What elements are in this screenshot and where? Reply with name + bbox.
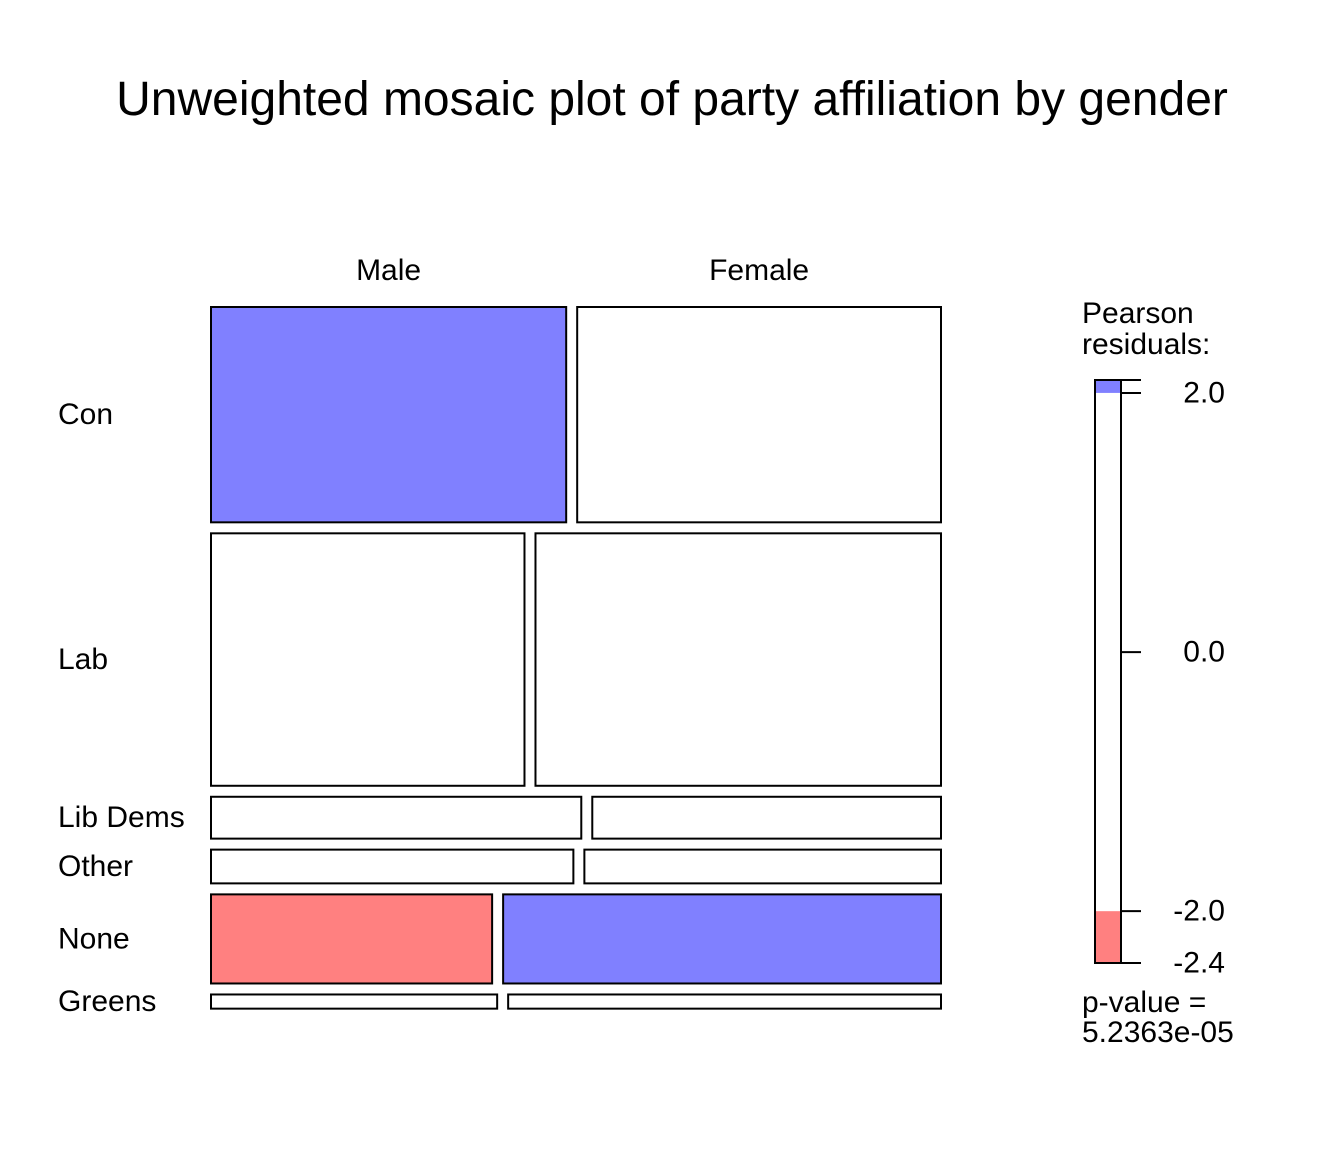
- legend-title-line-1: Pearson: [1082, 297, 1194, 330]
- column-label-male: Male: [356, 254, 421, 287]
- legend-tick-label-4: -2.4: [1173, 947, 1225, 980]
- tile-con-male: [210, 306, 568, 524]
- row-label-none: None: [58, 922, 130, 955]
- legend-bar-frame: [1094, 379, 1122, 964]
- legend-band-2: [1095, 911, 1121, 963]
- tile-other-male: [210, 848, 575, 885]
- column-label-female: Female: [709, 254, 809, 287]
- tile-greens-female: [507, 993, 942, 1010]
- tile-other-female: [583, 848, 942, 885]
- row-label-con: Con: [58, 398, 113, 431]
- column-labels: Male Female: [356, 254, 809, 287]
- p-value-label: p-value =: [1082, 986, 1206, 1019]
- p-value: 5.2363e-05: [1082, 1016, 1234, 1049]
- row-label-other: Other: [58, 850, 133, 883]
- tile-none-female: [502, 893, 942, 985]
- row-label-lab: Lab: [58, 643, 108, 676]
- legend-tick-label-2: 0.0: [1183, 636, 1225, 669]
- tile-lib-dems-female: [591, 795, 942, 840]
- chart-title: Unweighted mosaic plot of party affiliat…: [116, 73, 1228, 126]
- tile-lab-male: [210, 532, 526, 787]
- tile-lab-female: [534, 532, 942, 787]
- tile-con-female: [576, 306, 942, 524]
- legend-tick-label-1: 2.0: [1183, 376, 1225, 409]
- legend-color-bar: [1094, 379, 1122, 964]
- row-label-greens: Greens: [58, 985, 156, 1018]
- legend-ticks: 2.0 0.0 -2.0 -2.4: [1121, 376, 1225, 980]
- row-labels: Con Lab Lib Dems Other None Greens: [58, 398, 185, 1018]
- legend-band-0: [1095, 380, 1121, 393]
- row-label-lib-dems: Lib Dems: [58, 801, 185, 834]
- legend-tick-label-3: -2.0: [1173, 895, 1225, 928]
- legend-title-line-2: residuals:: [1082, 328, 1210, 361]
- legend: Pearson residuals: 2.0 0.0 -2.0 -2.4 p-valu…: [1082, 297, 1234, 1049]
- legend-band-1: [1095, 392, 1121, 912]
- tile-none-male: [210, 893, 494, 985]
- mosaic-tiles: [210, 306, 942, 1010]
- tile-greens-male: [210, 993, 499, 1010]
- tile-lib-dems-male: [210, 795, 583, 840]
